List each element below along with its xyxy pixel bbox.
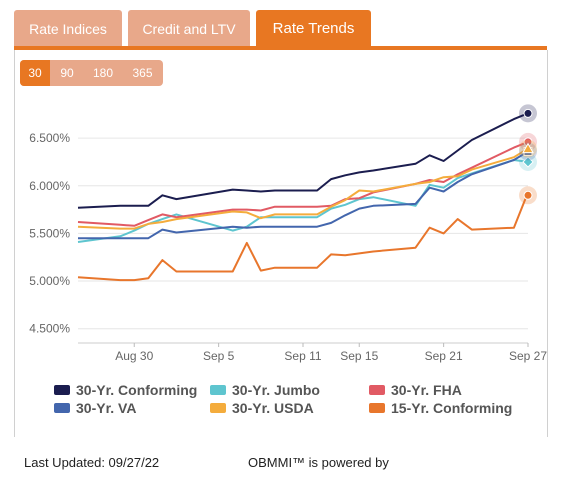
range-selector: 30 90 180 365 xyxy=(20,60,163,86)
range-180-button[interactable]: 180 xyxy=(92,66,114,80)
x-tick-label: Sep 15 xyxy=(340,349,378,363)
series-line-3 xyxy=(77,140,529,227)
x-tick-label: Sep 21 xyxy=(425,349,463,363)
legend-label: 30-Yr. USDA xyxy=(232,400,314,416)
legend-label: 15-Yr. Conforming xyxy=(391,400,512,416)
end-marker xyxy=(522,142,534,154)
legend-swatch xyxy=(369,385,385,395)
y-tick-label: 5.000% xyxy=(29,274,70,288)
legend-swatch xyxy=(210,403,226,413)
series-line-4 xyxy=(78,150,529,240)
powered-by: OBMMI™ is powered by xyxy=(248,455,389,470)
y-tick-label: 4.500% xyxy=(29,322,70,336)
tab-underline xyxy=(14,46,547,50)
x-tick-label: Aug 30 xyxy=(115,349,153,363)
x-tick-label: Sep 5 xyxy=(203,349,235,363)
x-tick-label: Sep 11 xyxy=(284,349,321,363)
legend-swatch xyxy=(54,403,70,413)
series-line-1 xyxy=(77,112,529,209)
tab-credit-ltv[interactable]: Credit and LTV xyxy=(128,10,250,48)
range-30-button[interactable]: 30 xyxy=(20,60,50,86)
legend-label: 30-Yr. Conforming xyxy=(76,382,197,398)
end-marker xyxy=(523,190,533,200)
legend-label: 30-Yr. Jumbo xyxy=(232,382,320,398)
chart-panel xyxy=(14,50,548,437)
end-marker xyxy=(522,156,534,168)
legend-swatch xyxy=(210,385,226,395)
series-line-5 xyxy=(77,147,529,230)
legend-label: 30-Yr. VA xyxy=(76,400,136,416)
last-updated: Last Updated: 09/27/22 xyxy=(24,455,160,470)
series-line-6 xyxy=(77,192,529,282)
y-tick-label: 6.500% xyxy=(29,131,70,145)
range-90-button[interactable]: 90 xyxy=(60,66,74,80)
legend-label: 30-Yr. FHA xyxy=(391,382,462,398)
tab-rate-trends[interactable]: Rate Trends xyxy=(256,10,371,48)
tab-rate-indices[interactable]: Rate Indices xyxy=(14,10,122,48)
legend-swatch xyxy=(54,385,70,395)
y-tick-label: 5.500% xyxy=(29,226,70,240)
end-marker xyxy=(523,108,533,118)
series-line-2 xyxy=(77,159,529,243)
y-tick-label: 6.000% xyxy=(29,179,70,193)
range-365-button[interactable]: 365 xyxy=(132,66,153,80)
x-tick-label: Sep 27 xyxy=(509,349,547,363)
legend-swatch xyxy=(369,403,385,413)
